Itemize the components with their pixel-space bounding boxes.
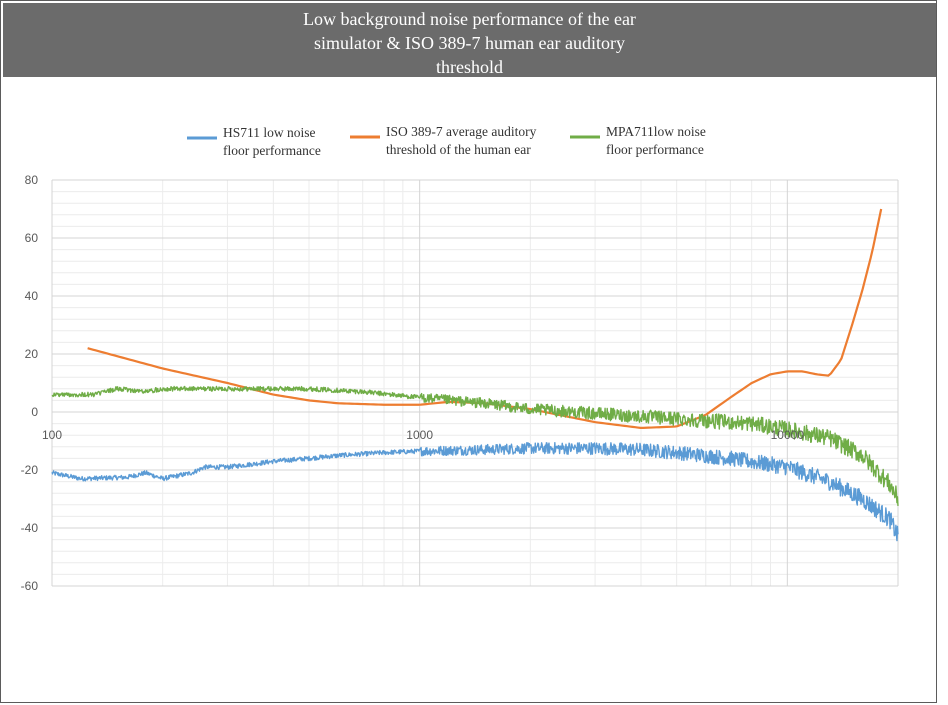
legend-label-1: HS711 low noise (223, 125, 316, 140)
y-tick-label: 40 (25, 289, 39, 303)
x-tick-label: 100 (42, 428, 62, 442)
x-tick-label: 10000 (771, 428, 805, 442)
chart-title-line-1: Low background noise performance of the … (303, 9, 636, 29)
y-tick-label: 0 (31, 405, 38, 419)
legend-label-2: ISO 389-7 average auditory (386, 124, 537, 139)
y-tick-label: -60 (21, 579, 39, 593)
legend-label-3: MPA711low noise (606, 124, 706, 139)
legend-label-1: floor performance (223, 143, 321, 158)
chart-title: Low background noise performance of the … (3, 3, 936, 77)
series-line-3 (51, 385, 899, 506)
x-tick-label: 1000 (406, 428, 433, 442)
y-tick-label: -40 (21, 521, 39, 535)
y-tick-label: 80 (25, 173, 39, 187)
y-tick-label: 20 (25, 347, 39, 361)
y-tick-label: -20 (21, 463, 39, 477)
chart-title-line-3: threshold (436, 57, 503, 77)
legend-label-2: threshold of the human ear (386, 142, 531, 157)
chart-title-line-2: simulator & ISO 389-7 human ear auditory (314, 33, 625, 53)
series-line-2 (87, 208, 883, 429)
series-line-1 (51, 441, 899, 542)
y-tick-label: 60 (25, 231, 39, 245)
legend-label-3: floor performance (606, 142, 704, 157)
